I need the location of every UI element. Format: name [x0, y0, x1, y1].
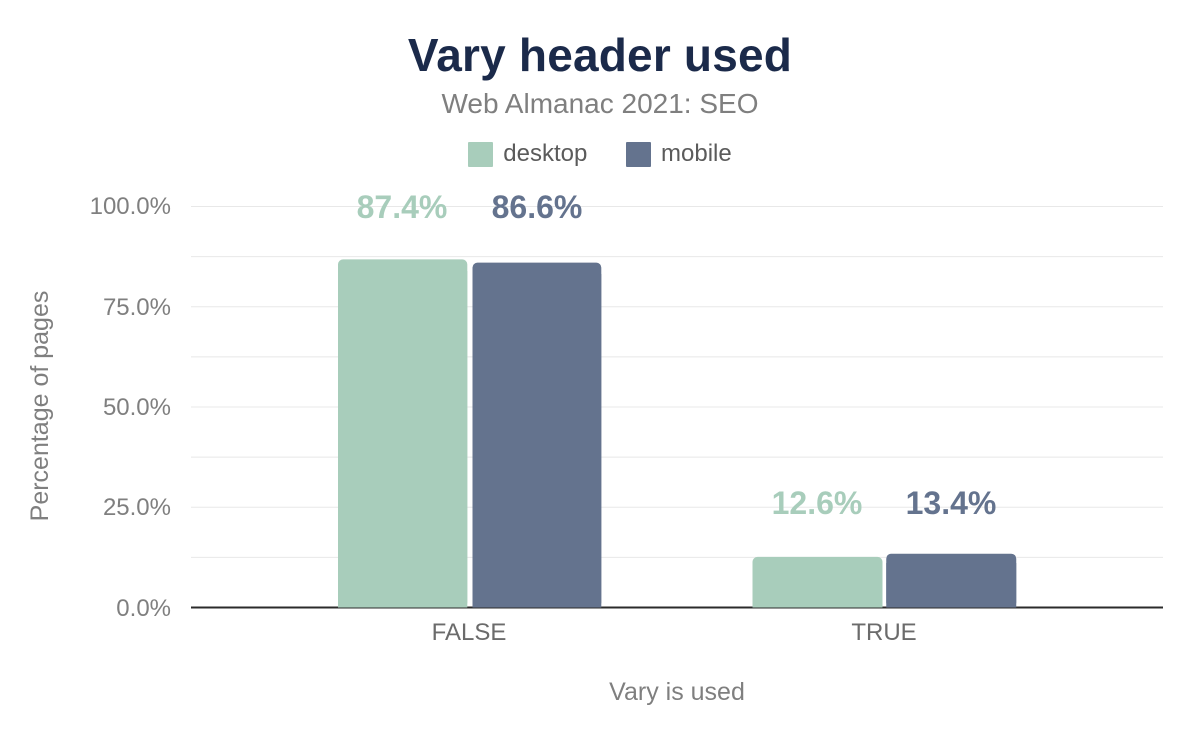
- svg-text:100.0%: 100.0%: [90, 193, 171, 220]
- svg-text:FALSE: FALSE: [432, 619, 507, 646]
- svg-text:13.4%: 13.4%: [906, 485, 997, 521]
- svg-text:0.0%: 0.0%: [116, 595, 171, 622]
- svg-text:25.0%: 25.0%: [103, 494, 171, 521]
- svg-text:12.6%: 12.6%: [772, 485, 863, 521]
- svg-text:86.6%: 86.6%: [492, 189, 583, 225]
- svg-text:Vary is used: Vary is used: [609, 678, 745, 706]
- svg-text:50.0%: 50.0%: [103, 394, 171, 421]
- svg-text:75.0%: 75.0%: [103, 294, 171, 321]
- svg-text:TRUE: TRUE: [851, 619, 916, 646]
- svg-text:Percentage of pages: Percentage of pages: [26, 291, 54, 522]
- svg-text:87.4%: 87.4%: [357, 189, 448, 225]
